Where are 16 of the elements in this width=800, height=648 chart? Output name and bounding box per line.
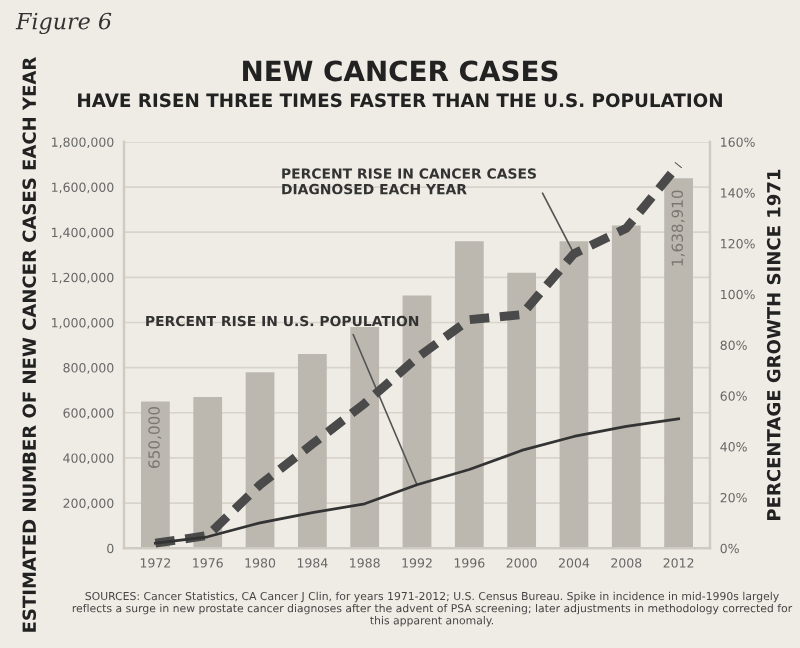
bar bbox=[611, 225, 641, 549]
bar bbox=[245, 372, 275, 549]
bar bbox=[297, 354, 327, 549]
bar bbox=[141, 401, 170, 549]
bar bbox=[664, 178, 693, 549]
bar bbox=[454, 241, 484, 549]
bar bbox=[559, 241, 589, 549]
chart-title: NEW CANCER CASES bbox=[243, 60, 558, 82]
bar bbox=[193, 396, 223, 549]
chart-subtitle: HAVE RISEN THREE TIMES FASTER THAN THE U.S. POPULATION bbox=[78, 93, 722, 108]
bar bbox=[350, 327, 380, 549]
y2-axis-title: PERCENTAGE GROWTH SINCE 1971 bbox=[766, 169, 781, 520]
y-axis-title: ESTIMATED NUMBER OF NEW CANCER CASES EACH YEAR bbox=[22, 57, 37, 632]
line-series bbox=[150, 160, 684, 548]
caption: Figure 6 bbox=[15, 12, 112, 35]
bar bbox=[507, 272, 537, 549]
